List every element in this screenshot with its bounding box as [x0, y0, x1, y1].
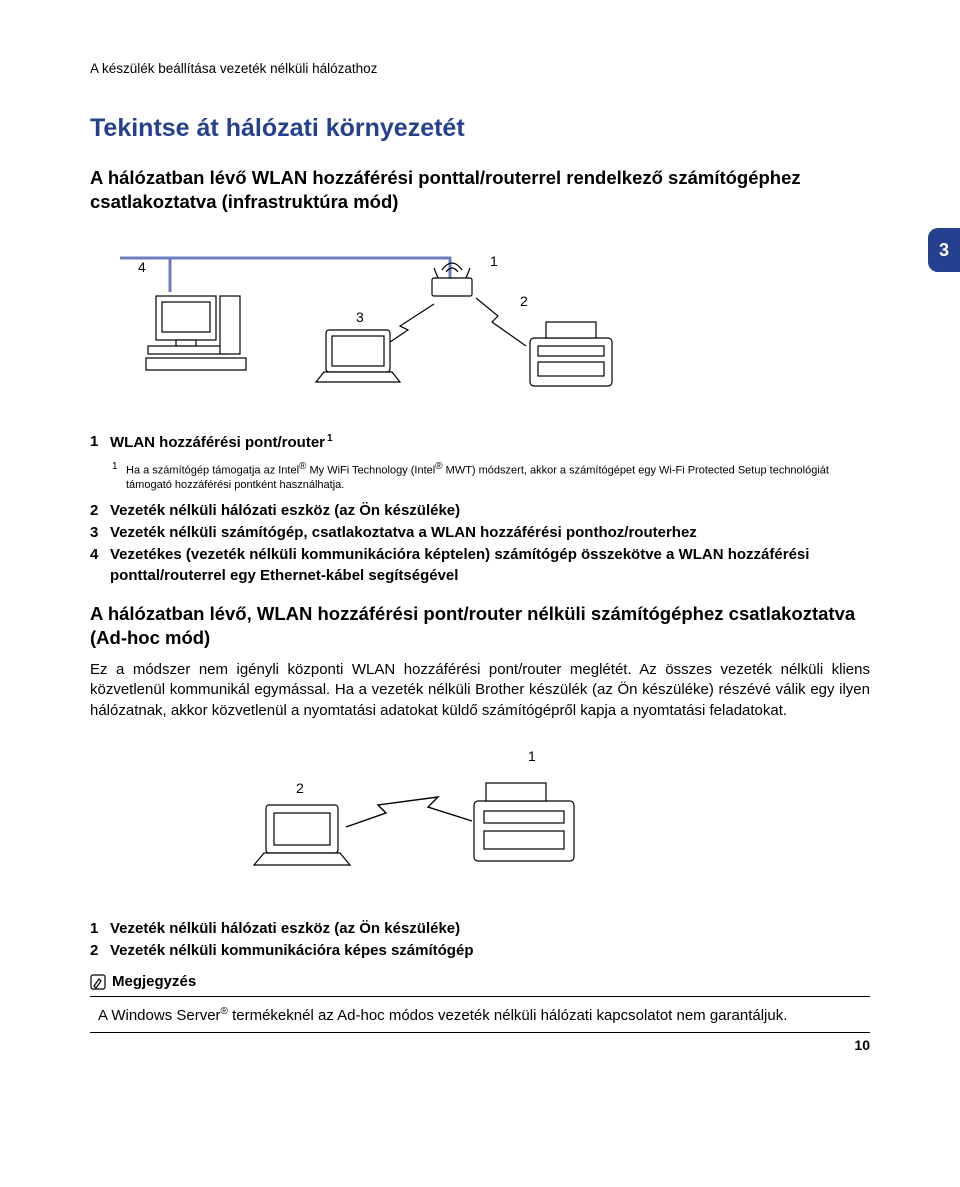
- adhoc-diagram: 1 2: [90, 739, 730, 899]
- legend-row: 4 Vezetékes (vezeték nélküli kommunikáci…: [90, 545, 870, 586]
- section2-subtitle: A hálózatban lévő, WLAN hozzáférési pont…: [90, 602, 870, 650]
- section-title: Tekintse át hálózati környezetét: [90, 112, 870, 146]
- section2-body: Ez a módszer nem igényli központi WLAN h…: [90, 660, 870, 721]
- legend-num: 3: [90, 523, 110, 543]
- diagram1-label-3: 3: [356, 309, 364, 325]
- legend-text: Vezeték nélküli hálózati eszköz (az Ön k…: [110, 501, 460, 521]
- legend-text: Vezeték nélküli hálózati eszköz (az Ön k…: [110, 919, 460, 939]
- footnote-mark: 1: [112, 460, 126, 493]
- note-body-b: termékeknél az Ad-hoc módos vezeték nélk…: [228, 1007, 787, 1024]
- diagram2-label-2: 2: [296, 780, 304, 796]
- legend-text-content: WLAN hozzáférési pont/router: [110, 434, 325, 451]
- footnote-part-a: Ha a számítógép támogatja az Intel: [126, 464, 299, 476]
- chapter-tab: 3: [928, 228, 960, 272]
- note-body: A Windows Server® termékeknél az Ad-hoc …: [90, 1005, 870, 1033]
- legend-footnote-sup: 1: [327, 433, 333, 444]
- legend-row: 1 Vezeték nélküli hálózati eszköz (az Ön…: [90, 919, 870, 939]
- footnote-part-b: My WiFi Technology (Intel: [306, 464, 435, 476]
- reg-mark: ®: [221, 1006, 228, 1017]
- note-icon: [90, 974, 106, 990]
- legend-row: 2 Vezeték nélküli kommunikációra képes s…: [90, 941, 870, 961]
- page-number: 10: [854, 1036, 870, 1055]
- diagram1-label-4: 4: [138, 259, 146, 275]
- note-body-a: A Windows Server: [98, 1007, 221, 1024]
- legend-text: Vezeték nélküli kommunikációra képes szá…: [110, 941, 473, 961]
- legend-num: 4: [90, 545, 110, 586]
- note-box: Megjegyzés A Windows Server® termékeknél…: [90, 972, 870, 1034]
- diagram2-label-1: 1: [528, 748, 536, 764]
- note-title-row: Megjegyzés: [90, 972, 870, 997]
- legend-num: 1: [90, 432, 110, 453]
- legend-row: 2 Vezeték nélküli hálózati eszköz (az Ön…: [90, 501, 870, 521]
- legend-num: 2: [90, 941, 110, 961]
- legend-num: 1: [90, 919, 110, 939]
- footnote: 1 Ha a számítógép támogatja az Intel ® My…: [112, 460, 870, 493]
- diagram1-label-1: 1: [490, 253, 498, 269]
- legend-text: Vezeték nélküli számítógép, csatlakoztat…: [110, 523, 697, 543]
- infrastructure-diagram: 1 2 3 4: [90, 232, 730, 412]
- reg-mark: ®: [435, 461, 442, 472]
- legend-row: 1 WLAN hozzáférési pont/router1: [90, 432, 870, 453]
- legend-text: Vezetékes (vezeték nélküli kommunikációr…: [110, 545, 870, 586]
- section1-subtitle: A hálózatban lévő WLAN hozzáférési pontt…: [90, 166, 870, 214]
- page-header: A készülék beállítása vezeték nélküli há…: [90, 60, 870, 78]
- diagram1-label-2: 2: [520, 293, 528, 309]
- legend-num: 2: [90, 501, 110, 521]
- legend-row: 3 Vezeték nélküli számítógép, csatlakozt…: [90, 523, 870, 543]
- footnote-text: Ha a számítógép támogatja az Intel ® My W…: [126, 460, 870, 493]
- note-title: Megjegyzés: [112, 972, 196, 992]
- legend-text: WLAN hozzáférési pont/router1: [110, 432, 333, 453]
